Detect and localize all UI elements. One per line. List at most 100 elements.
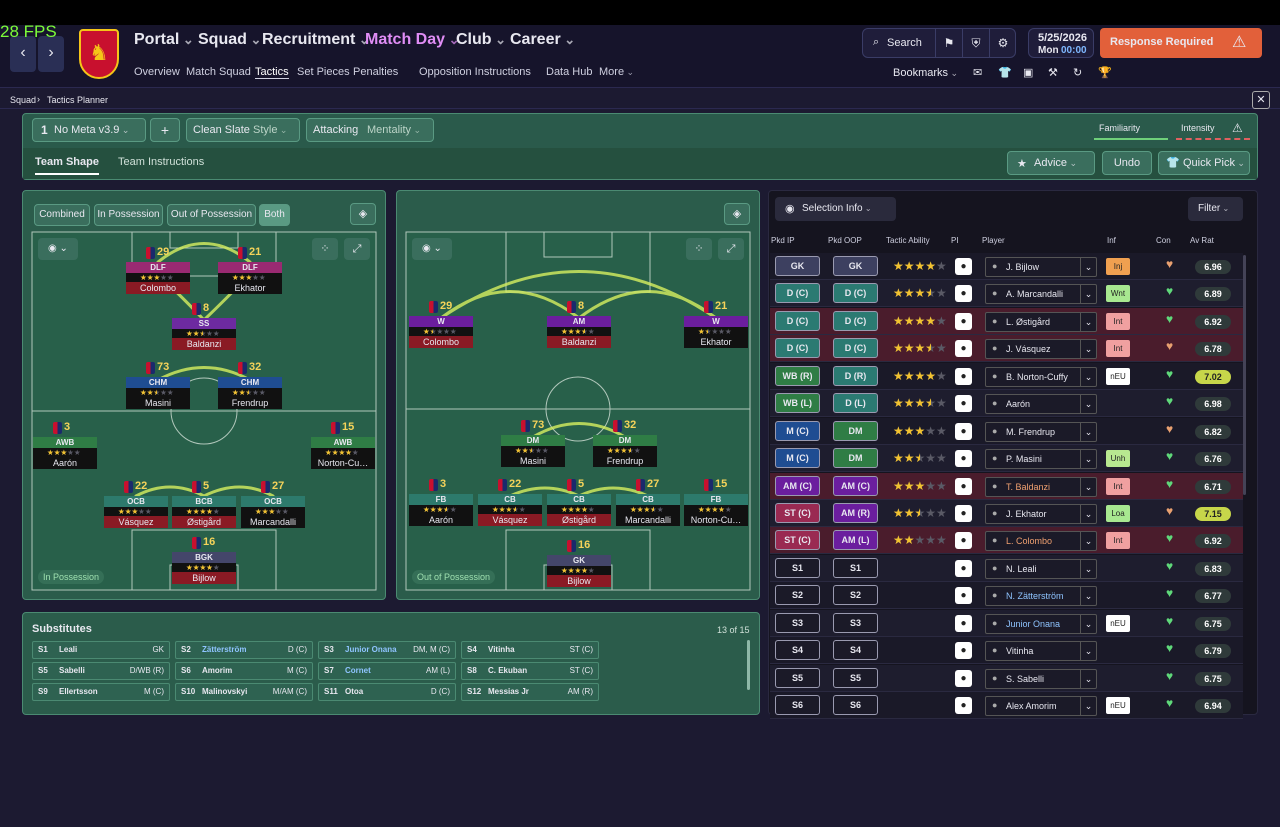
selection-row[interactable]: D (C) D (C) ★★★★★★★★★★ ● L. Østigård ● ⌄ Int ♥ 6.… (770, 307, 1243, 335)
quick-icon[interactable]: ↻ (1073, 67, 1083, 79)
main-nav-item[interactable]: Recruitment (262, 31, 370, 49)
selection-row[interactable]: S5 S5 ● S. Sabelli ● ⌄ ♥ 6.75 (770, 664, 1243, 692)
pitch-settings[interactable]: ◈ (724, 203, 750, 225)
sub-nav-item[interactable]: Penalties (353, 66, 399, 78)
top-icon-button[interactable]: ⛨ (962, 29, 989, 57)
main-nav-item[interactable]: Squad (198, 31, 261, 49)
player-card[interactable]: 27 CB★★★★★★★★★★Marcandalli (616, 478, 680, 526)
pi-icon[interactable]: ● (955, 504, 972, 522)
phase-tab[interactable]: Both (259, 204, 290, 226)
sub-entry[interactable]: S9 Ellertsson M (C) (32, 683, 170, 701)
pitch-tool[interactable]: ⤢ (344, 238, 370, 260)
player-dropdown[interactable]: J. Vásquez ● ⌄ (985, 339, 1097, 360)
pi-icon[interactable]: ● (955, 587, 972, 605)
player-dropdown[interactable]: A. Marcandalli ● ⌄ (985, 284, 1097, 305)
selection-row[interactable]: M (C) DM ★★★★★★★★★★ ● P. Masini ● ⌄ Unh ♥ 6.76 (770, 445, 1243, 473)
player-dropdown[interactable]: P. Masini ● ⌄ (985, 449, 1097, 470)
sub-nav-item[interactable]: Data Hub (546, 66, 593, 78)
sub-entry[interactable]: S11 Otoa D (C) (318, 683, 456, 701)
pi-icon[interactable]: ● (955, 258, 972, 275)
sub-nav-item[interactable]: Opposition Instructions (419, 66, 531, 78)
player-dropdown[interactable]: M. Frendrup ● ⌄ (985, 421, 1097, 442)
player-dropdown[interactable]: L. Colombo ● ⌄ (985, 531, 1097, 552)
pi-icon[interactable]: ● (955, 422, 972, 440)
pi-icon[interactable]: ● (955, 532, 972, 550)
sub-entry[interactable]: S5 Sabelli D/WB (R) (32, 662, 170, 680)
player-card[interactable]: 8 AM★★★★★★★★★★Baldanzi (547, 300, 611, 348)
view-toggle[interactable]: ◉ ⌄ (38, 238, 78, 260)
main-nav-item[interactable]: Career (510, 31, 575, 49)
sub-entry[interactable]: S3 Junior Onana DM, M (C) (318, 641, 456, 659)
add-tactic-button[interactable]: + (150, 118, 180, 142)
selection-row[interactable]: ST (C) AM (R) ★★★★★★★★★★ ● J. Ekhator ● ⌄ Loa ♥ 7… (770, 499, 1243, 527)
phase-tab[interactable]: In Possession (94, 204, 163, 226)
player-card[interactable]: 21 W★★★★★★★★★★Ekhator (684, 300, 748, 348)
player-card[interactable]: 32 CHM★★★★★★★★★★Frendrup (218, 361, 282, 409)
player-card[interactable]: 3 AWB★★★★★★★★★★Aarón (33, 421, 97, 469)
breadcrumb-item[interactable]: Squad (10, 95, 37, 105)
sub-nav-item[interactable]: Match Squad (186, 66, 251, 78)
player-card[interactable]: 73 CHM★★★★★★★★★★Masini (126, 361, 190, 409)
player-card[interactable]: 29 DLF★★★★★★★★★★Colombo (126, 246, 190, 294)
sub-entry[interactable]: S2 Zätterström D (C) (175, 641, 313, 659)
tab[interactable]: Team Shape (35, 156, 99, 175)
sub-entry[interactable]: S6 Amorim M (C) (175, 662, 313, 680)
pi-icon[interactable]: ● (955, 340, 972, 358)
undo-button[interactable]: Undo (1102, 151, 1152, 175)
view-toggle[interactable]: ◉ ⌄ (412, 238, 452, 260)
main-nav-item[interactable]: Club (456, 31, 506, 49)
back-button[interactable]: ‹ (10, 36, 36, 72)
sub-entry[interactable]: S8 C. Ekuban ST (C) (461, 662, 599, 680)
player-card[interactable]: 16 GK★★★★★★★★★★Bijlow (547, 539, 611, 587)
selection-info-button[interactable]: ◉ Selection Info (775, 197, 896, 221)
selection-row[interactable]: S2 S2 ● N. Zätterström ● ⌄ ♥ 6.77 (770, 582, 1243, 610)
top-icon-button[interactable]: ⚙ (989, 29, 1016, 57)
phase-tab[interactable]: Out of Possession (167, 204, 256, 226)
quick-icon[interactable]: ✉ (973, 67, 983, 79)
player-card[interactable]: 32 DM★★★★★★★★★★Frendrup (593, 419, 657, 467)
quick-icon[interactable]: 🏆 (1098, 67, 1112, 79)
pi-icon[interactable]: ● (955, 450, 972, 468)
player-card[interactable]: 16 BGK★★★★★★★★★★Bijlow (172, 536, 236, 584)
player-card[interactable]: 15 FB★★★★★★★★★★Norton-Cu… (684, 478, 748, 526)
quick-icon[interactable]: ▣ (1023, 67, 1034, 79)
mentality-select[interactable]: Attacking Mentality (306, 118, 434, 142)
club-crest[interactable]: ♞ (79, 29, 119, 79)
quick-pick-button[interactable]: 👕 Quick Pick (1158, 151, 1250, 175)
player-card[interactable]: 5 BCB★★★★★★★★★★Østigård (172, 480, 236, 528)
sub-entry[interactable]: S4 Vitinha ST (C) (461, 641, 599, 659)
top-icon-button[interactable]: ⚑ (935, 29, 962, 57)
player-dropdown[interactable]: J. Ekhator ● ⌄ (985, 503, 1097, 524)
sub-entry[interactable]: S12 Messias Jr AM (R) (461, 683, 599, 701)
player-card[interactable]: 73 DM★★★★★★★★★★Masini (501, 419, 565, 467)
selection-row[interactable]: GK GK ★★★★★★★★★★ ● J. Bijlow ● ⌄ Inj ♥ 6.96 (770, 253, 1243, 280)
player-card[interactable]: 15 AWB★★★★★★★★★★Norton-Cu… (311, 421, 375, 469)
bookmarks-button[interactable]: Bookmarks (893, 67, 958, 79)
player-dropdown[interactable]: T. Baldanzi ● ⌄ (985, 476, 1097, 497)
player-card[interactable]: 8 SS★★★★★★★★★★Baldanzi (172, 302, 236, 350)
sub-nav-item[interactable]: Set Pieces (297, 66, 350, 78)
pi-icon[interactable]: ● (955, 395, 972, 413)
player-dropdown[interactable]: J. Bijlow ● ⌄ (985, 257, 1097, 277)
player-card[interactable]: 29 W★★★★★★★★★★Colombo (409, 300, 473, 348)
selection-row[interactable]: S3 S3 ● Junior Onana ● ⌄ nEU ♥ 6.75 (770, 609, 1243, 637)
main-nav-item[interactable]: Match Day (365, 31, 459, 49)
advice-button[interactable]: Advice ★ (1007, 151, 1095, 175)
pi-icon[interactable]: ● (955, 642, 972, 660)
selection-row[interactable]: AM (C) AM (C) ★★★★★★★★★★ ● T. Baldanzi ● ⌄ Int ♥… (770, 472, 1243, 500)
quick-icon[interactable]: 👕 (998, 67, 1012, 79)
sub-nav-item[interactable]: More (599, 66, 634, 78)
player-dropdown[interactable]: B. Norton-Cuffy ● ⌄ (985, 366, 1097, 387)
player-dropdown[interactable]: L. Østigård ● ⌄ (985, 311, 1097, 332)
player-card[interactable]: 27 OCB★★★★★★★★★★Marcandalli (241, 480, 305, 528)
phase-tab[interactable]: Combined (34, 204, 90, 226)
pitch-tool[interactable]: ⁘ (312, 238, 338, 260)
main-nav-item[interactable]: Portal (134, 31, 194, 49)
close-button[interactable]: ✕ (1252, 91, 1270, 109)
pi-icon[interactable]: ● (955, 477, 972, 495)
selection-row[interactable]: WB (R) D (R) ★★★★★★★★★★ ● B. Norton-Cuffy ● ⌄ n… (770, 362, 1243, 390)
selection-row[interactable]: ST (C) AM (L) ★★★★★★★★★★ ● L. Colombo ● ⌄ Int ♥ 6… (770, 527, 1243, 555)
player-dropdown[interactable]: N. Leali ● ⌄ (985, 558, 1097, 579)
tab[interactable]: Team Instructions (118, 156, 205, 168)
pi-icon[interactable]: ● (955, 614, 972, 632)
